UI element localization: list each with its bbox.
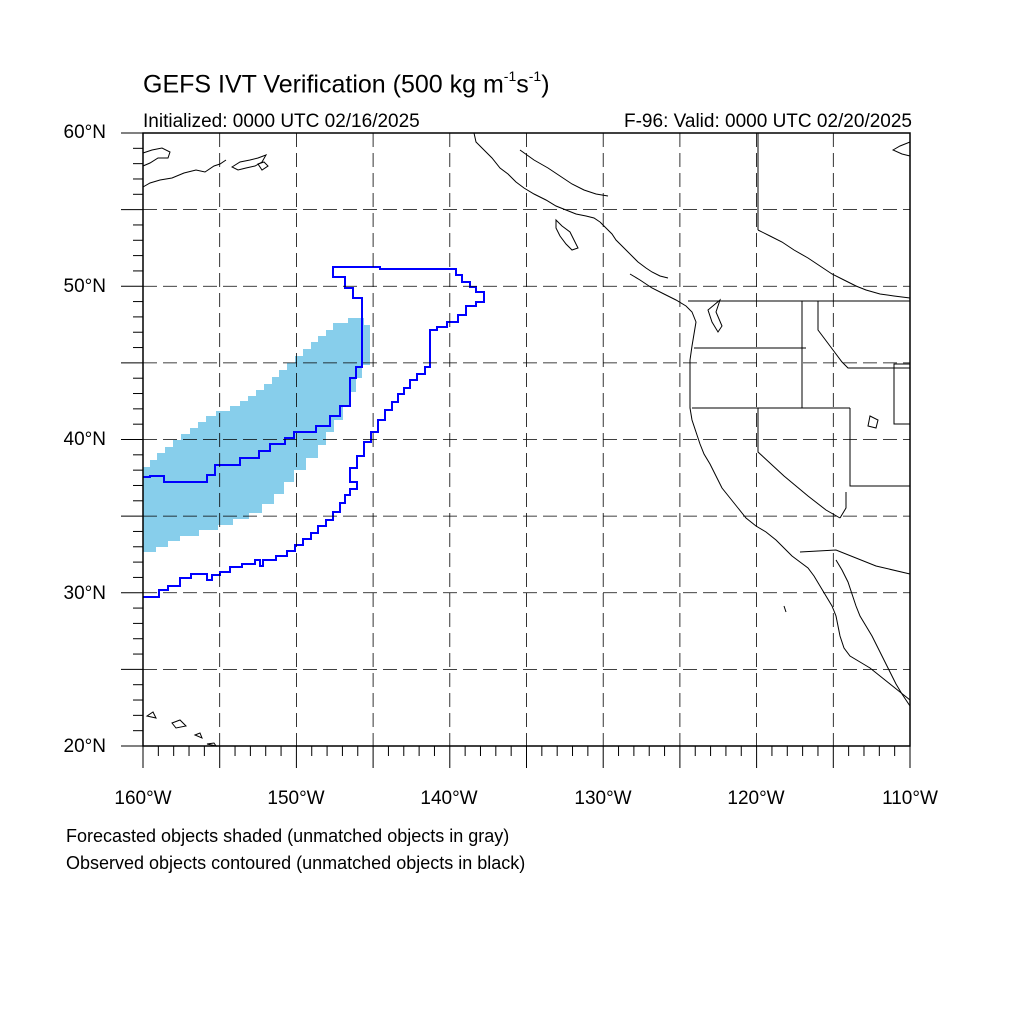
lat-label-40: 40°N [63,429,106,450]
graticule [143,133,910,746]
lon-label-110w: 110°W [882,788,938,809]
lat-label-30: 30°N [63,583,106,604]
lon-label-120w: 120°W [727,788,785,809]
initialized-label: Initialized: 0000 UTC 02/16/2025 [143,111,420,132]
plot-title: GEFS IVT Verification (500 kg m-1s-1) [143,68,550,99]
coastline [142,132,911,747]
political-borders [688,133,911,575]
lat-label-50: 50°N [63,276,106,297]
legend-observed-note: Observed objects contoured (unmatched ob… [66,853,526,873]
axis-ticks [121,132,911,768]
lon-label-150w: 150°W [267,788,325,809]
lon-label-160w: 160°W [114,788,172,809]
legend-forecast-note: Forecasted objects shaded (unmatched obj… [66,826,510,846]
lon-label-130w: 130°W [574,788,632,809]
lon-label-140w: 140°W [420,788,478,809]
valid-time-label: F-96: Valid: 0000 UTC 02/20/2025 [624,111,912,132]
lat-label-20: 20°N [63,736,106,757]
forecast-object [143,318,370,558]
observed-contour [143,266,485,598]
lat-label-60: 60°N [63,122,106,143]
